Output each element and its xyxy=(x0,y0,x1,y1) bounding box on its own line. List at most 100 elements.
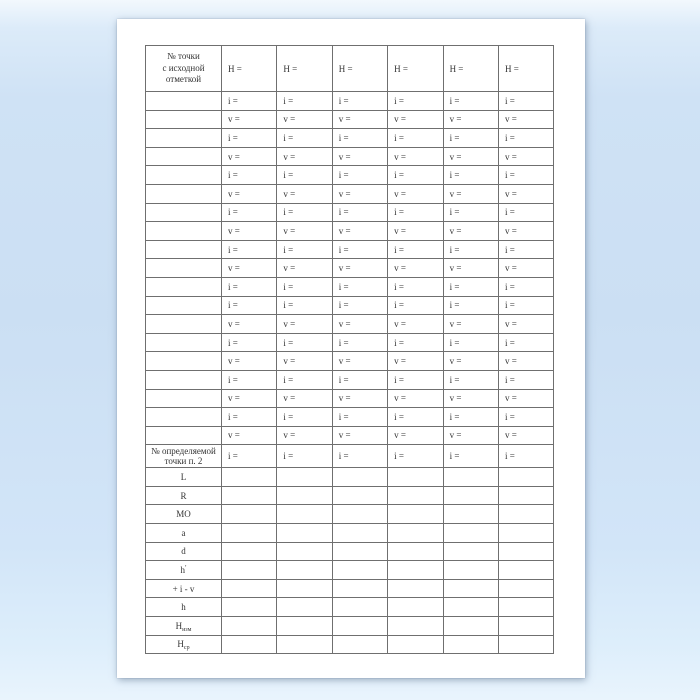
computation-row: + i - v xyxy=(145,578,555,599)
measurement-row: v = v = v = v = v = v = xyxy=(145,314,555,334)
measurement-cell: v = xyxy=(442,314,499,334)
measurement-cell: v = xyxy=(220,258,278,278)
measurement-cell: v = xyxy=(442,425,499,446)
computation-label: Н xyxy=(177,639,184,650)
row-label-cell-empty xyxy=(145,258,222,278)
measurement-cell: i = xyxy=(442,295,499,316)
computation-label: + i - v xyxy=(172,583,195,594)
computation-row: h′ xyxy=(145,560,555,580)
measurement-cell: v = xyxy=(220,314,278,334)
measurement-cell: v = xyxy=(387,109,444,130)
blank-value-cell xyxy=(220,467,278,487)
computation-row: a xyxy=(145,523,555,543)
measurement-cell: v = xyxy=(220,351,278,371)
measurement-cell: i = xyxy=(220,407,278,427)
measurement-cell: v = xyxy=(497,388,555,409)
blank-value-cell xyxy=(497,541,555,562)
measurement-cell: v = xyxy=(442,146,499,167)
blank-value-cell xyxy=(331,467,389,487)
blank-value-cell xyxy=(442,597,499,618)
determined-label-cell: № определяемой точки п. 2 xyxy=(145,444,222,469)
measurement-row: v = v = v = v = v = v = xyxy=(145,221,555,241)
row-label-cell-empty xyxy=(145,239,222,260)
blank-value-cell xyxy=(276,578,333,599)
computation-label-cell: Нср xyxy=(145,634,222,655)
row-label-cell-empty xyxy=(145,202,222,223)
blank-value-cell xyxy=(497,523,555,543)
measurement-cell: v = xyxy=(331,425,389,446)
computation-label: МО xyxy=(176,509,191,520)
label-subscript: ср xyxy=(183,645,190,652)
computation-label: Н xyxy=(175,620,183,631)
measurement-cell: i = xyxy=(442,407,499,427)
measurement-cell: i = xyxy=(276,91,333,111)
determined-cell: i = xyxy=(276,444,333,469)
measurement-cell: i = xyxy=(331,91,389,111)
measurement-row: v = v = v = v = v = v = xyxy=(145,146,555,167)
row-label-cell-empty xyxy=(145,388,222,409)
computation-row: h xyxy=(145,597,555,618)
blank-value-cell xyxy=(497,504,555,525)
blank-value-cell xyxy=(331,560,389,580)
row-label-cell-empty xyxy=(145,128,222,148)
measurement-cell: v = xyxy=(442,388,499,409)
determined-cell: i = xyxy=(497,444,555,469)
blank-value-cell xyxy=(331,634,389,655)
corner-line: отметкой xyxy=(165,74,202,85)
measurement-cell: v = xyxy=(331,109,389,130)
elevation-header-cell: Н = xyxy=(276,45,333,92)
measurement-row: i = i = i = i = i = i = xyxy=(145,407,555,427)
computation-row: Нср xyxy=(145,634,555,655)
measurement-cell: i = xyxy=(497,295,555,316)
computation-label: R xyxy=(180,490,187,501)
computation-label-cell: a xyxy=(145,523,222,543)
measurement-cell: i = xyxy=(220,332,278,353)
measurement-cell: v = xyxy=(276,146,333,167)
blank-value-cell xyxy=(387,485,444,506)
measurement-cell: v = xyxy=(442,183,499,204)
measurement-cell: v = xyxy=(497,146,555,167)
leveling-form-table: № точки с исходной отметкой Н = Н = Н = Н = Н =… xyxy=(145,45,555,655)
computation-label: d xyxy=(181,546,186,557)
determined-cell: i = xyxy=(331,444,389,469)
document-page: № точки с исходной отметкой Н = Н = Н = Н = Н =… xyxy=(117,19,585,678)
row-label-cell-empty xyxy=(145,91,222,111)
measurement-row: v = v = v = v = v = v = xyxy=(145,425,555,446)
measurement-cell: v = xyxy=(387,146,444,167)
corner-line: № точки xyxy=(167,51,200,62)
measurement-cell: i = xyxy=(387,332,444,353)
measurement-cell: v = xyxy=(276,314,333,334)
blank-value-cell xyxy=(276,597,333,618)
elevation-header-cell: Н = xyxy=(497,45,555,92)
measurement-cell: v = xyxy=(276,109,333,130)
blank-value-cell xyxy=(497,485,555,506)
measurement-cell: i = xyxy=(497,202,555,223)
measurement-cell: v = xyxy=(387,258,444,278)
blank-value-cell xyxy=(220,634,278,655)
computation-label-cell: d xyxy=(145,541,222,562)
blank-value-cell xyxy=(387,560,444,580)
measurement-cell: i = xyxy=(220,276,278,297)
measurement-cell: v = xyxy=(497,258,555,278)
measurement-cell: i = xyxy=(276,295,333,316)
elevation-header-cell: Н = xyxy=(387,45,444,92)
measurement-row: i = i = i = i = i = i = xyxy=(145,276,555,297)
measurement-cell: v = xyxy=(220,388,278,409)
blank-value-cell xyxy=(331,504,389,525)
blank-value-cell xyxy=(276,616,333,636)
elevation-header-cell: Н = xyxy=(442,45,499,92)
measurement-cell: v = xyxy=(331,183,389,204)
measurement-cell: i = xyxy=(497,407,555,427)
measurement-row: v = v = v = v = v = v = xyxy=(145,183,555,204)
measurement-cell: v = xyxy=(387,314,444,334)
measurement-cell: i = xyxy=(331,407,389,427)
measurement-cell: v = xyxy=(497,425,555,446)
measurement-cell: v = xyxy=(220,146,278,167)
computation-row: d xyxy=(145,541,555,562)
measurement-cell: i = xyxy=(276,165,333,185)
measurement-cell: i = xyxy=(387,128,444,148)
blank-value-cell xyxy=(442,541,499,562)
row-label-cell-empty xyxy=(145,276,222,297)
row-label-cell-empty xyxy=(145,146,222,167)
